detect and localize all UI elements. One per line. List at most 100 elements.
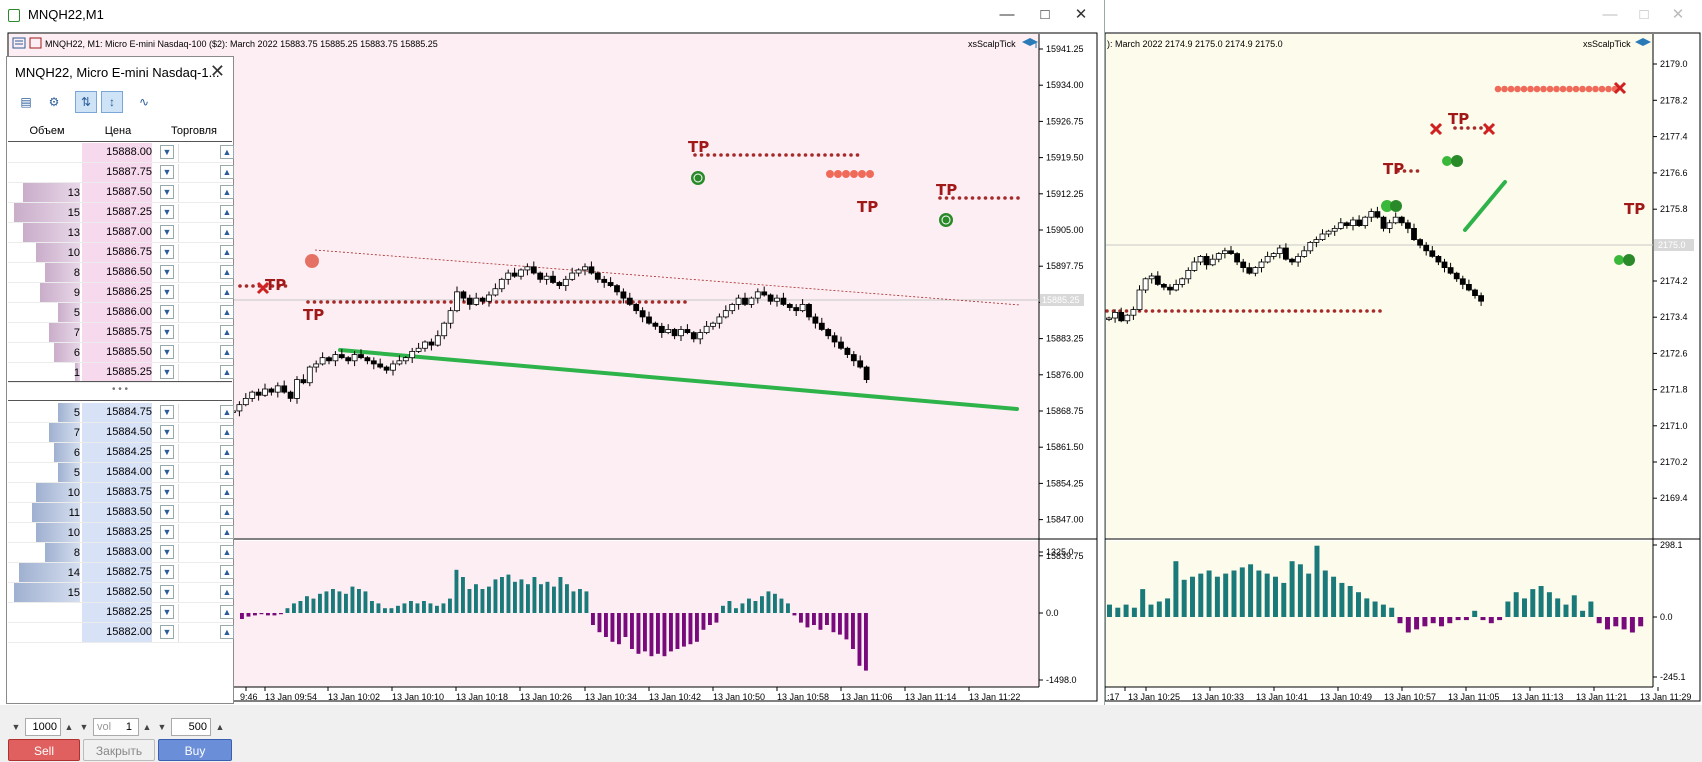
sell-limit-button[interactable]: ▼ (160, 165, 174, 179)
lot-input[interactable]: 1000 (25, 718, 61, 736)
trade-cell[interactable] (178, 284, 219, 302)
sell-limit-button[interactable]: ▼ (160, 545, 174, 559)
lot-down-button[interactable]: ▼ (11, 722, 21, 732)
row-price[interactable]: 15887.25 (82, 203, 152, 222)
buy-limit-button[interactable]: ▲ (220, 285, 234, 299)
buy-limit-button[interactable]: ▲ (220, 405, 234, 419)
trade-cell[interactable] (178, 304, 219, 322)
vol-down-button[interactable]: ▼ (79, 722, 89, 732)
trade-cell[interactable] (178, 484, 219, 502)
cursor-icon[interactable]: ↕ (101, 91, 123, 113)
buy-limit-button[interactable]: ▲ (220, 605, 234, 619)
sell-limit-button[interactable]: ▼ (160, 185, 174, 199)
trade-cell[interactable] (178, 264, 219, 282)
maximize-button[interactable]: □ (1639, 6, 1649, 23)
trade-cell[interactable] (178, 344, 219, 362)
buy-limit-button[interactable]: ▲ (220, 425, 234, 439)
row-price[interactable]: 15884.25 (82, 443, 152, 462)
buy-limit-button[interactable]: ▲ (220, 545, 234, 559)
trade-cell[interactable] (178, 544, 219, 562)
vol-up-button[interactable]: ▲ (142, 722, 152, 732)
row-price[interactable]: 15886.25 (82, 283, 152, 302)
row-price[interactable]: 15886.50 (82, 263, 152, 282)
row-price[interactable]: 15884.50 (82, 423, 152, 442)
row-price[interactable]: 15887.50 (82, 183, 152, 202)
row-price[interactable]: 15886.75 (82, 243, 152, 262)
trade-cell[interactable] (178, 224, 219, 242)
trade-cell[interactable] (178, 324, 219, 342)
sell-limit-button[interactable]: ▼ (160, 265, 174, 279)
row-price[interactable]: 15882.75 (82, 563, 152, 582)
price-chart[interactable]: ): March 2022 2174.9 2175.0 2174.9 2175.… (1105, 0, 1702, 705)
chart-menu-icon[interactable] (12, 37, 26, 49)
chart-icon[interactable]: ▤ (20, 95, 32, 109)
row-price[interactable]: 15883.00 (82, 543, 152, 562)
buy-limit-button[interactable]: ▲ (220, 485, 234, 499)
trade-cell[interactable] (178, 204, 219, 222)
sell-button[interactable]: Sell (8, 739, 80, 761)
buy-limit-button[interactable]: ▲ (220, 265, 234, 279)
window-titlebar[interactable]: — □ ✕ (1105, 0, 1702, 30)
sell-limit-button[interactable]: ▼ (160, 425, 174, 439)
row-price[interactable]: 15883.50 (82, 503, 152, 522)
sell-limit-button[interactable]: ▼ (160, 505, 174, 519)
close-button[interactable]: ✕ (1671, 6, 1685, 23)
sell-limit-button[interactable]: ▼ (160, 365, 174, 379)
maximize-button[interactable]: □ (1040, 6, 1050, 23)
trade-cell[interactable] (178, 404, 219, 422)
close-button[interactable]: ✕ (1074, 6, 1088, 23)
row-price[interactable]: 15882.25 (82, 603, 152, 622)
row-price[interactable]: 15883.25 (82, 523, 152, 542)
buy-limit-button[interactable]: ▲ (220, 205, 234, 219)
buy-limit-button[interactable]: ▲ (220, 225, 234, 239)
minimize-button[interactable]: — (1602, 6, 1618, 23)
lot-up-button[interactable]: ▲ (64, 722, 74, 732)
buy-button[interactable]: Buy (158, 739, 232, 761)
trade-cell[interactable] (178, 364, 219, 382)
signal-icon[interactable]: ∿ (138, 95, 150, 109)
trade-cell[interactable] (178, 164, 219, 182)
buy-limit-button[interactable]: ▲ (220, 505, 234, 519)
sell-limit-button[interactable]: ▼ (160, 465, 174, 479)
buy-limit-button[interactable]: ▲ (220, 365, 234, 379)
sell-limit-button[interactable]: ▼ (160, 625, 174, 639)
trade-cell[interactable] (178, 464, 219, 482)
sell-limit-button[interactable]: ▼ (160, 605, 174, 619)
buy-limit-button[interactable]: ▲ (220, 305, 234, 319)
depth-icon[interactable]: ⚙ (48, 95, 60, 109)
row-price[interactable]: 15886.00 (82, 303, 152, 322)
buy-limit-button[interactable]: ▲ (220, 325, 234, 339)
row-price[interactable]: 15887.75 (82, 163, 152, 182)
close-icon[interactable]: ✕ (209, 61, 225, 81)
window-titlebar[interactable]: MNQH22,M1 — □ ✕ (0, 0, 1104, 30)
buy-limit-button[interactable]: ▲ (220, 565, 234, 579)
buy-limit-button[interactable]: ▲ (220, 185, 234, 199)
depth-icon[interactable] (29, 37, 42, 49)
volume-input[interactable]: vol 1 (93, 718, 139, 736)
sell-limit-button[interactable]: ▼ (160, 405, 174, 419)
trade-cell[interactable] (178, 444, 219, 462)
buy-limit-button[interactable]: ▲ (220, 465, 234, 479)
buy-limit-button[interactable]: ▲ (220, 445, 234, 459)
sell-limit-button[interactable]: ▼ (160, 205, 174, 219)
trade-cell[interactable] (178, 144, 219, 162)
row-price[interactable]: 15884.75 (82, 403, 152, 422)
trade-cell[interactable] (178, 424, 219, 442)
trade-cell[interactable] (178, 584, 219, 602)
buy-limit-button[interactable]: ▲ (220, 165, 234, 179)
sell-limit-button[interactable]: ▼ (160, 565, 174, 579)
row-price[interactable]: 15883.75 (82, 483, 152, 502)
trade-cell[interactable] (178, 244, 219, 262)
minimize-button[interactable]: — (999, 6, 1015, 23)
row-price[interactable]: 15885.75 (82, 323, 152, 342)
sell-limit-button[interactable]: ▼ (160, 485, 174, 499)
trade-cell[interactable] (178, 624, 219, 642)
sell-limit-button[interactable]: ▼ (160, 145, 174, 159)
row-price[interactable]: 15885.50 (82, 343, 152, 362)
filter-icon[interactable]: ⇅ (75, 91, 97, 113)
row-price[interactable]: 15882.00 (82, 623, 152, 642)
buy-limit-button[interactable]: ▲ (220, 245, 234, 259)
step-input[interactable]: 500 (171, 718, 211, 736)
row-price[interactable]: 15882.50 (82, 583, 152, 602)
sell-limit-button[interactable]: ▼ (160, 225, 174, 239)
